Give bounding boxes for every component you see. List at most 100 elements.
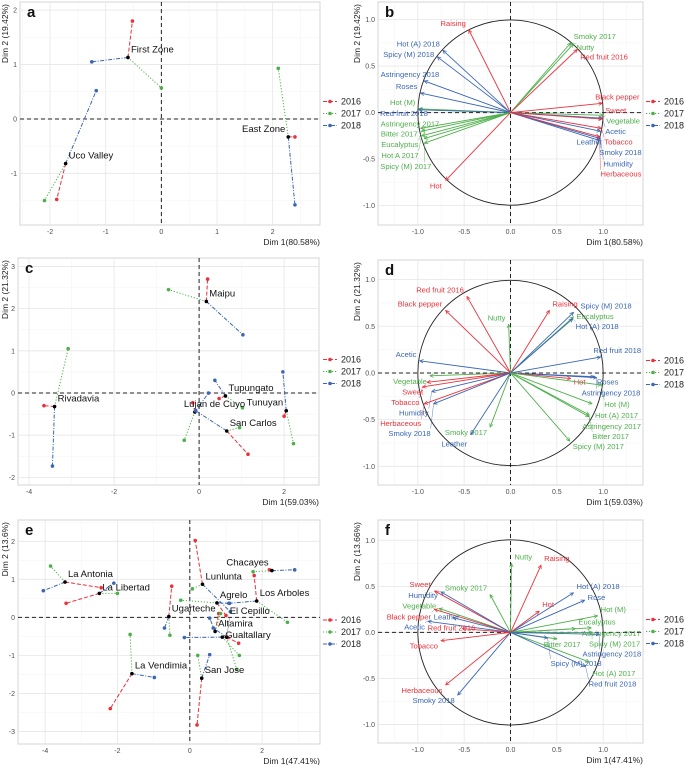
vector-label: Spicy (M) 2018 <box>581 301 632 310</box>
point-2017 <box>190 587 195 591</box>
legend-point <box>328 381 332 386</box>
vector-arrow <box>510 103 603 114</box>
legend-label: 2016 <box>341 615 361 625</box>
y-tick-label: 0 <box>11 391 15 398</box>
x-tick-label: 1.0 <box>598 747 608 754</box>
plot-area <box>17 519 321 745</box>
vector-label: Hot (M) <box>390 98 416 107</box>
point-2018 <box>152 675 157 680</box>
vector-arrow <box>422 372 511 387</box>
vector-label: Roses <box>597 378 619 387</box>
point-2017 <box>276 66 281 71</box>
point-2017 <box>66 346 70 351</box>
segment-2018 <box>287 136 296 205</box>
y-tick-label: -2 <box>9 691 15 698</box>
legend-label: 2017 <box>664 368 684 378</box>
legend-item-2017: 2017 <box>323 367 361 377</box>
vector-arrow <box>510 112 601 132</box>
label-leader-line <box>589 416 593 432</box>
group-los-arboles: Los Arboles <box>227 573 310 625</box>
legend-item-2018: 2018 <box>646 639 684 649</box>
x-tick-label: -0.5 <box>458 229 470 236</box>
legend-point <box>651 358 655 363</box>
vector-leather: Leather <box>434 613 511 633</box>
segment-2017 <box>44 163 67 201</box>
point-2018 <box>193 408 198 413</box>
group-label: Chacayes <box>226 558 268 569</box>
y-tick-label: -1 <box>9 653 15 660</box>
y-tick-label: 2 <box>13 8 17 15</box>
group-chacayes: Chacayes <box>226 558 297 574</box>
group-label: Altamira <box>218 618 254 629</box>
segment-2018 <box>131 673 155 678</box>
y-axis-title: Dim 2 (13.6%) <box>0 522 10 576</box>
vector-label: Spicy (M) 2017 <box>573 442 624 451</box>
point-2016 <box>42 403 46 408</box>
point-2018 <box>112 581 116 585</box>
group-label: Maipu <box>209 289 235 300</box>
vector-arrow <box>462 629 511 633</box>
point-2018 <box>241 332 245 337</box>
y-tick-label: 1 <box>11 348 15 355</box>
label-leader-line <box>419 386 423 399</box>
group-label: First Zone <box>131 45 174 56</box>
group-label: Rivadavia <box>58 394 100 405</box>
vector-tobacco: Tobacco <box>410 631 511 651</box>
vector-tobacco: Tobacco <box>510 112 633 146</box>
group-label: La Antonia <box>68 569 114 580</box>
vector-bitter-2017: Bitter 2017 <box>381 112 511 138</box>
legend-item-2018: 2018 <box>646 121 684 131</box>
label-leader-line <box>585 666 589 680</box>
correlation-circle <box>417 19 604 206</box>
legend-point <box>651 99 655 104</box>
legend-label: 2017 <box>664 627 684 637</box>
legend: 2016 2017 2018 <box>646 356 684 390</box>
x-tick-label: -0.5 <box>458 489 470 496</box>
vector-label: Nutty <box>577 43 595 52</box>
label-leader-line <box>418 135 422 151</box>
point-2017 <box>237 425 242 430</box>
group-lujan-de-cuyo: Lujan de Cuyo <box>182 391 245 443</box>
vector-label: Herbaceous <box>402 686 443 695</box>
point-2017 <box>115 591 120 596</box>
point-2018 <box>89 60 94 64</box>
segment-2017 <box>168 289 207 302</box>
vector-label: Herbaceous <box>380 419 421 428</box>
legend-item-2018: 2018 <box>323 639 361 649</box>
vector-arrow <box>424 81 511 113</box>
vector-label: Hot (A) 2018 <box>577 582 620 591</box>
legend-label: 2016 <box>341 97 361 107</box>
vector-arrow <box>510 357 601 374</box>
label-leader-line <box>418 131 422 141</box>
vector-hot-a-2018: Hot (A) 2018 <box>397 39 511 113</box>
label-leader-line <box>428 391 432 409</box>
segment-2018 <box>271 569 295 572</box>
x-axis-title: Dim 1(59.03%) <box>262 497 319 507</box>
vector-hot-a-2017: Hot A 2017 <box>381 112 511 160</box>
group-san-jose: San Jose <box>195 652 244 727</box>
vector-arrow <box>510 372 570 441</box>
vector-roses: Roses <box>396 82 511 114</box>
segment-2018 <box>51 406 56 467</box>
point-2017 <box>166 287 171 292</box>
label-leader-line <box>421 403 425 419</box>
group-san-carlos: San Carlos <box>193 408 277 456</box>
group-agrelo: Agrelo <box>178 590 247 618</box>
vector-label: Smoky 2018 <box>388 429 430 438</box>
vector-arrow <box>441 592 511 633</box>
x-tick-label: -4 <box>26 489 32 496</box>
vector-arrow <box>468 30 511 113</box>
vector-label: Smoky 2017 <box>445 428 487 437</box>
vector-raising: Raising <box>510 554 569 633</box>
y-tick-label: -0.5 <box>363 417 375 424</box>
legend-point <box>328 357 332 362</box>
vector-label: Humidity <box>408 591 438 600</box>
vector-astringency-2018: Astringency 2018 <box>381 70 511 113</box>
point-2016 <box>99 585 103 590</box>
vector-label: Red fruit 2016 <box>428 624 476 633</box>
vector-arrow <box>421 93 511 114</box>
vector-label: Vegetable <box>606 116 640 125</box>
